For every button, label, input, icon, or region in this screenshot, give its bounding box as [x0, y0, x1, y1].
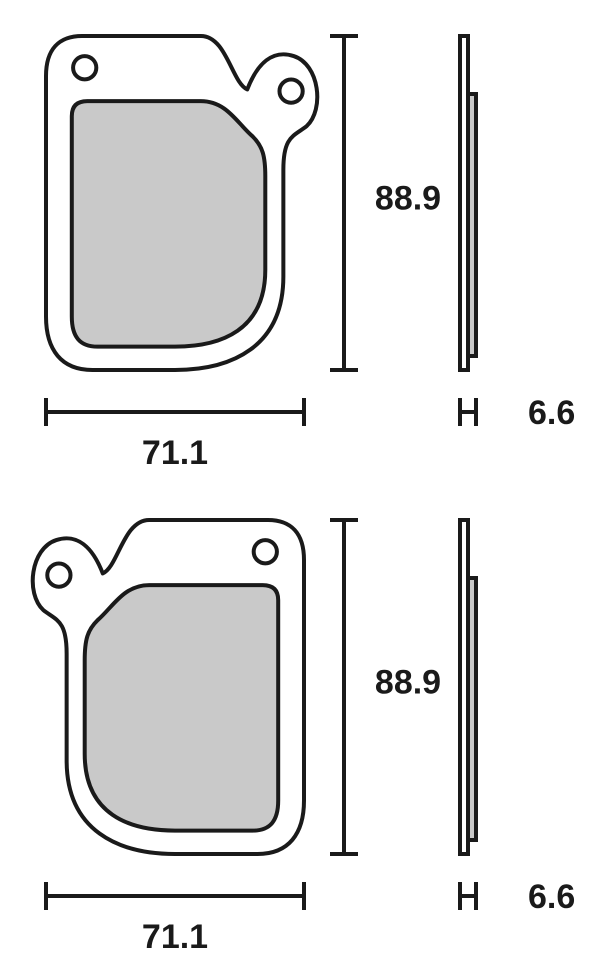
pad-face-view	[33, 520, 304, 854]
mount-hole-icon	[254, 540, 277, 563]
pad-friction-material	[72, 101, 265, 346]
mount-hole-icon	[73, 56, 96, 79]
dimension-height-label: 88.9	[375, 664, 441, 702]
side-friction	[468, 94, 476, 356]
pad-friction-material	[85, 585, 279, 830]
brake-pad-diagram: 71.1 88.9 6.6	[46, 36, 575, 472]
dimension-width: 71.1	[46, 882, 304, 956]
pad-side-view	[460, 36, 476, 370]
dimension-width-label: 71.1	[142, 434, 208, 472]
dimension-height: 88.9	[330, 36, 441, 370]
dimension-thickness-label: 6.6	[528, 394, 575, 432]
mount-hole-icon	[47, 564, 70, 587]
pad-side-view	[460, 520, 476, 854]
mount-hole-icon	[279, 80, 302, 103]
dimension-thickness: 6.6	[460, 394, 575, 432]
dimension-width-label: 71.1	[142, 918, 208, 956]
dimension-width: 71.1	[46, 398, 304, 472]
brake-pad-diagram: 71.1 88.9 6.6	[33, 520, 576, 956]
side-friction	[468, 578, 476, 840]
pad-face-view	[46, 36, 317, 370]
dimension-thickness: 6.6	[460, 878, 575, 916]
dimension-height: 88.9	[330, 520, 441, 854]
dimension-thickness-label: 6.6	[528, 878, 575, 916]
dimension-height-label: 88.9	[375, 180, 441, 218]
